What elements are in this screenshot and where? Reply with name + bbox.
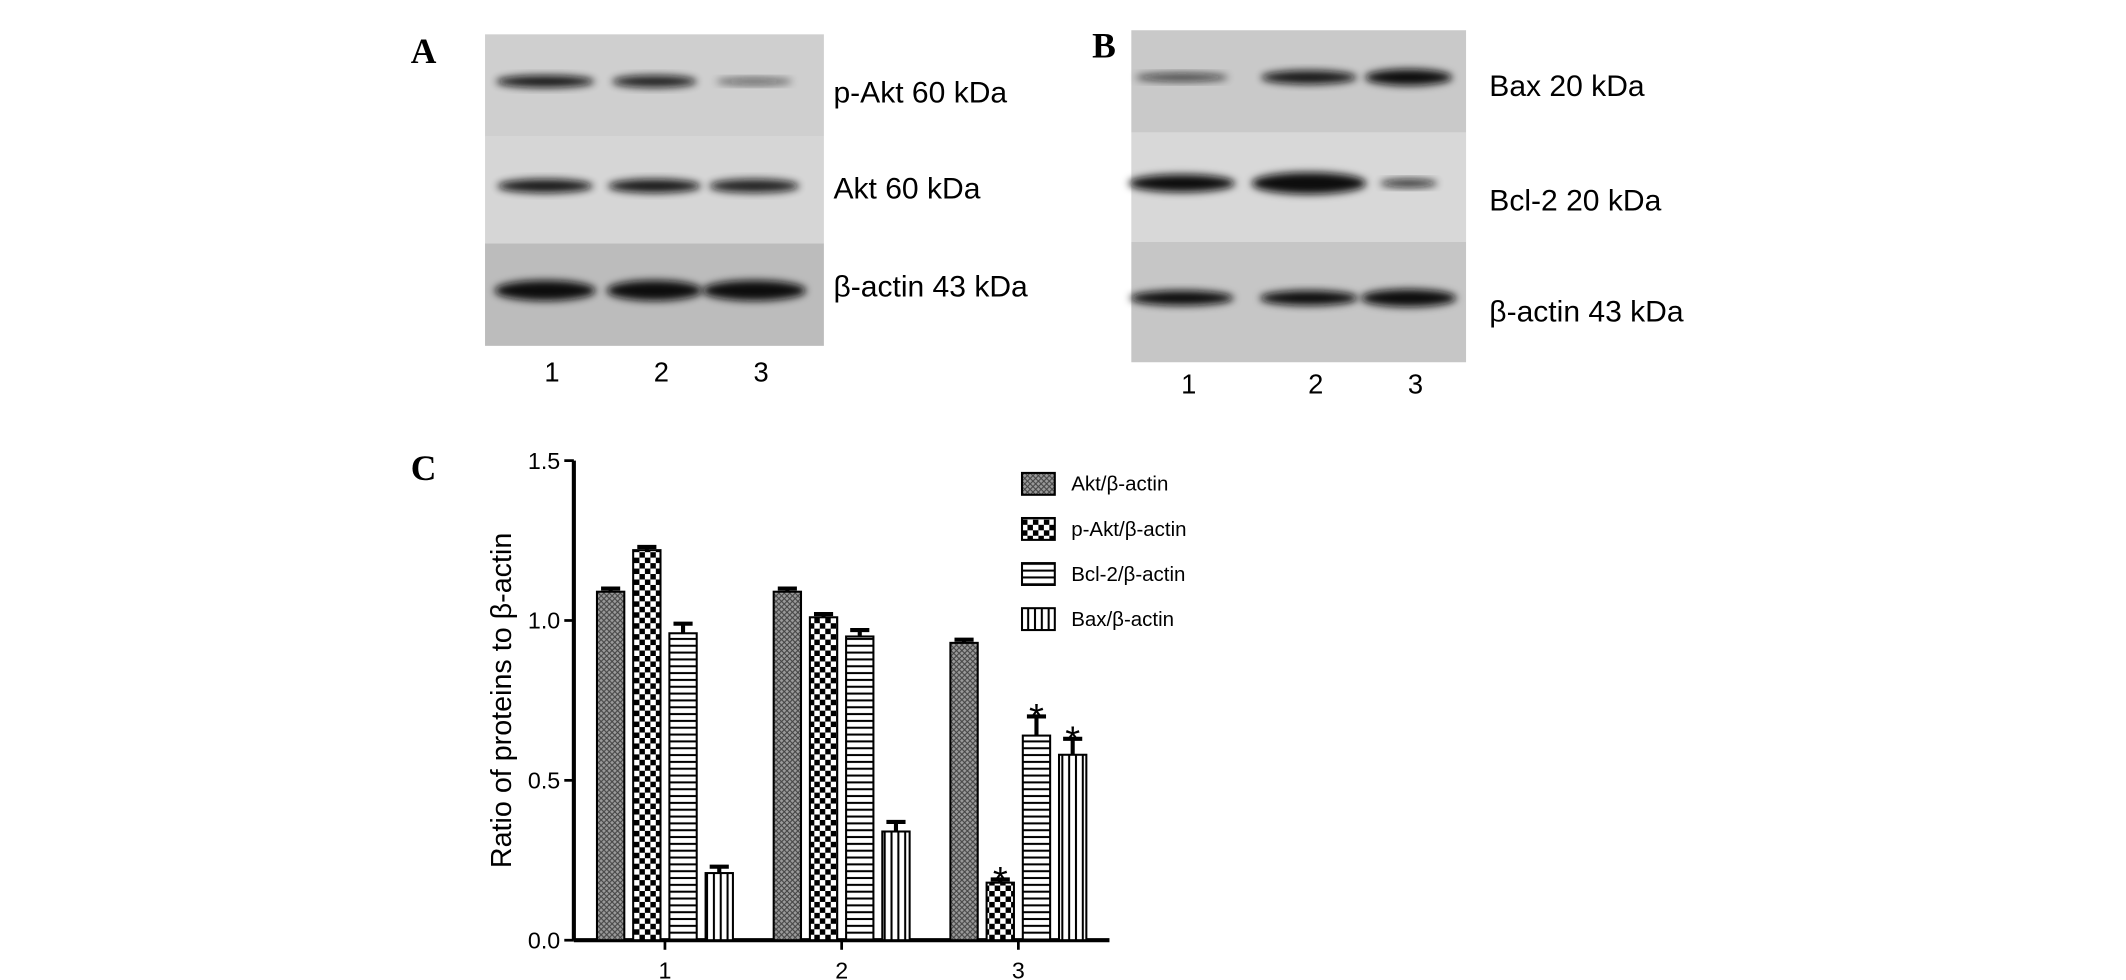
bar [595, 590, 626, 942]
row-label: β-actin 43 kDa [1489, 295, 1684, 328]
bar [845, 635, 875, 942]
panel-label: C [411, 448, 437, 488]
blot-band [612, 75, 697, 88]
lane-label: 2 [654, 356, 669, 387]
blot-band [495, 75, 595, 88]
x-tick-label: 2 [835, 957, 848, 980]
lane-label: 2 [1308, 369, 1323, 400]
legend-swatch [1020, 516, 1056, 541]
lane-label: 1 [1181, 369, 1196, 400]
error-bar [850, 628, 870, 637]
panel-label: A [411, 31, 437, 71]
error-bar [637, 544, 657, 551]
blot-band [497, 179, 593, 193]
blot-band [1251, 172, 1367, 195]
bar [704, 872, 734, 942]
blot-band [1261, 70, 1357, 85]
row-label: Bcl-2 20 kDa [1489, 185, 1661, 218]
error-bar [777, 586, 797, 592]
lane-label: 3 [1408, 369, 1423, 400]
error-bar [601, 586, 621, 592]
bar [881, 830, 911, 942]
legend-swatch [1020, 562, 1056, 586]
blot-band [494, 280, 596, 301]
significance-mark: * [1065, 718, 1080, 761]
legend-label: Bcl-2/β-actin [1071, 563, 1185, 586]
legend-label: p-Akt/β-actin [1071, 518, 1186, 541]
row-label: p-Akt 60 kDa [833, 77, 1007, 110]
legend-swatch [1020, 471, 1056, 496]
significance-mark: * [993, 859, 1008, 902]
legend-swatch [1020, 607, 1056, 632]
bar [808, 616, 839, 942]
row-label: Akt 60 kDa [833, 172, 980, 205]
error-bar [990, 877, 1010, 883]
error-bar [1026, 714, 1047, 736]
blot-band [1129, 290, 1234, 306]
blot-band [606, 280, 703, 301]
bar [1057, 753, 1088, 942]
legend-label: Akt/β-actin [1071, 473, 1168, 496]
significance-mark: * [1029, 696, 1044, 739]
bar [632, 549, 662, 942]
blot-band [1135, 73, 1229, 82]
blot-band [702, 280, 807, 301]
blot-band [1364, 69, 1453, 86]
y-tick-label: 0.0 [528, 927, 560, 953]
error-bar [954, 637, 974, 643]
bar [772, 590, 803, 942]
blot-band [715, 78, 793, 85]
bar [668, 632, 698, 942]
lane-label: 1 [544, 356, 559, 387]
error-bar [886, 819, 906, 832]
error-bar [709, 864, 729, 874]
blots: Ap-Akt 60 kDa Akt 60 kDa β-actin 43 kDa 1 2 3… [411, 26, 1684, 400]
blot-band [608, 179, 701, 193]
legend-label: Bax/β-actin [1071, 608, 1174, 631]
y-axis-label: Ratio of proteins to β-actin [486, 533, 518, 868]
bar [949, 641, 979, 942]
lane-label: 3 [753, 356, 768, 387]
panel-label: B [1092, 26, 1116, 66]
error-bar [813, 612, 834, 618]
error-bar [1063, 736, 1083, 755]
blot-band [1128, 174, 1236, 193]
x-tick-label: 1 [658, 957, 671, 980]
blot-band [709, 179, 800, 193]
row-label: β-actin 43 kDa [833, 271, 1028, 304]
blot-band [1379, 179, 1438, 188]
blot-band [1360, 289, 1457, 307]
y-tick-label: 1.5 [528, 448, 560, 474]
bar [1021, 734, 1052, 942]
y-tick-label: 0.5 [528, 768, 560, 794]
row-label: Bax 20 kDa [1489, 70, 1645, 103]
blot-band [1259, 290, 1359, 306]
error-bar [673, 621, 693, 634]
y-tick-label: 1.0 [528, 608, 560, 634]
bar-chart: C Ratio of proteins to β-actin 0.0 0.5 1.0 1.… [411, 448, 1187, 980]
x-tick-label: 3 [1012, 957, 1025, 980]
